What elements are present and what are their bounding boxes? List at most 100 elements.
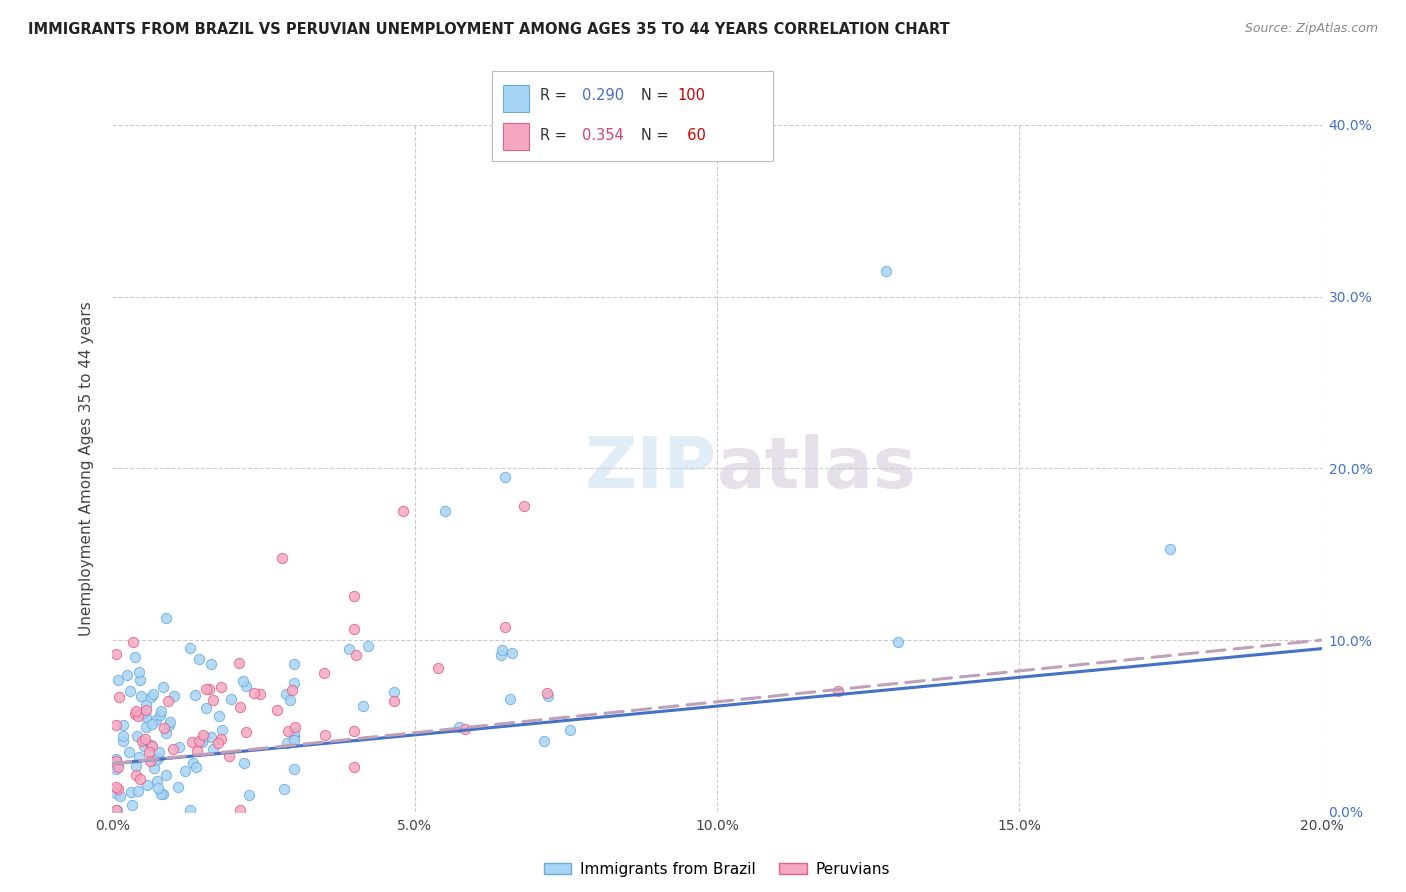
Point [283,730,305,744]
Point [184,760,207,774]
Point [104,754,127,768]
Point [499,691,522,706]
Point [104,718,127,732]
Point [142,687,165,701]
Text: R =: R = [540,88,571,103]
Point [181,756,204,771]
Point [391,504,413,518]
Point [266,703,288,717]
Point [155,610,177,624]
Point [276,736,298,750]
Point [127,783,149,797]
Point [121,797,143,812]
Point [447,720,470,734]
Point [141,716,163,731]
Text: N =: N = [641,128,673,143]
Point [382,685,405,699]
Point [105,752,128,766]
Point [135,703,157,717]
Point [218,749,240,764]
Y-axis label: Unemployment Among Ages 35 to 44 years: Unemployment Among Ages 35 to 44 years [79,301,94,636]
Point [194,730,217,744]
Point [139,690,162,704]
Point [131,734,153,748]
Point [128,665,150,680]
Point [112,729,135,743]
Point [875,264,897,278]
Point [127,729,149,743]
Point [280,683,302,698]
Point [494,620,516,634]
Point [136,778,159,792]
Point [108,690,131,705]
Point [129,690,152,704]
Point [343,623,366,637]
Point [200,730,222,744]
Point [200,657,222,671]
Text: IMMIGRANTS FROM BRAZIL VS PERUVIAN UNEMPLOYMENT AMONG AGES 35 TO 44 YEARS CORREL: IMMIGRANTS FROM BRAZIL VS PERUVIAN UNEMP… [28,22,950,37]
Point [238,788,260,802]
Point [188,734,211,748]
Point [107,759,129,773]
Point [141,739,163,754]
Point [276,687,298,701]
Point [125,768,148,782]
Point [537,690,560,704]
Point [512,499,534,513]
Point [283,676,305,690]
Point [148,707,170,722]
Point [163,689,186,703]
Point [174,764,197,779]
Point [139,754,162,768]
Point [132,739,155,753]
Point [155,768,177,782]
Point [343,589,366,603]
Point [108,789,131,803]
Point [194,682,217,697]
Text: 0.354: 0.354 [582,128,624,143]
Point [211,723,233,737]
Point [243,686,266,700]
Point [155,725,177,739]
Text: 0.290: 0.290 [582,88,624,103]
Point [232,673,254,688]
Point [179,641,201,656]
Point [191,728,214,742]
Point [129,772,152,786]
Point [827,683,849,698]
Point [283,733,305,747]
Point [107,782,129,797]
Point [111,734,134,748]
Point [104,780,127,794]
Point [118,683,141,698]
Point [273,781,295,796]
Point [111,718,134,732]
Point [149,704,172,718]
Point [209,680,232,694]
Point [107,673,129,688]
Point [489,648,512,662]
Point [145,713,167,727]
Text: R =: R = [540,128,571,143]
Point [284,720,307,734]
Point [148,751,170,765]
Point [235,679,257,693]
Point [283,726,305,740]
Point [157,718,180,732]
Point [198,682,221,697]
Point [143,761,166,775]
Point [127,709,149,723]
Point [181,735,204,749]
Point [107,756,129,771]
Point [128,750,150,764]
Point [433,504,456,518]
Point [162,742,184,756]
Point [104,803,127,817]
Point [887,635,910,649]
Text: 60: 60 [678,128,706,143]
Text: N =: N = [641,88,673,103]
Point [124,650,146,665]
Point [1159,541,1181,556]
Point [135,720,157,734]
Point [384,694,406,708]
